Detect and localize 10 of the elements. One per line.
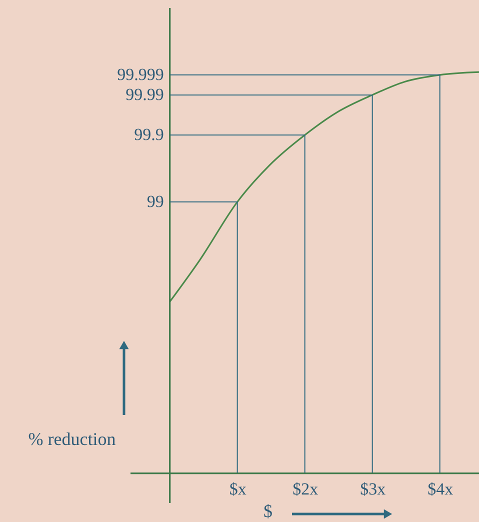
x-tick-label: $x bbox=[229, 479, 247, 498]
annotation: 99.99 bbox=[126, 84, 164, 104]
x-tick-label: $4x bbox=[428, 479, 454, 498]
annotation: 99 bbox=[146, 192, 164, 211]
annotation: 99.999 bbox=[117, 64, 164, 84]
annotation: 99.9 bbox=[134, 125, 164, 144]
x-tick-label: $2x bbox=[292, 479, 319, 498]
x-tick-label: $3x bbox=[360, 479, 386, 498]
y-axis-title: % reduction bbox=[28, 429, 116, 449]
x-axis-title: $ bbox=[264, 501, 272, 521]
